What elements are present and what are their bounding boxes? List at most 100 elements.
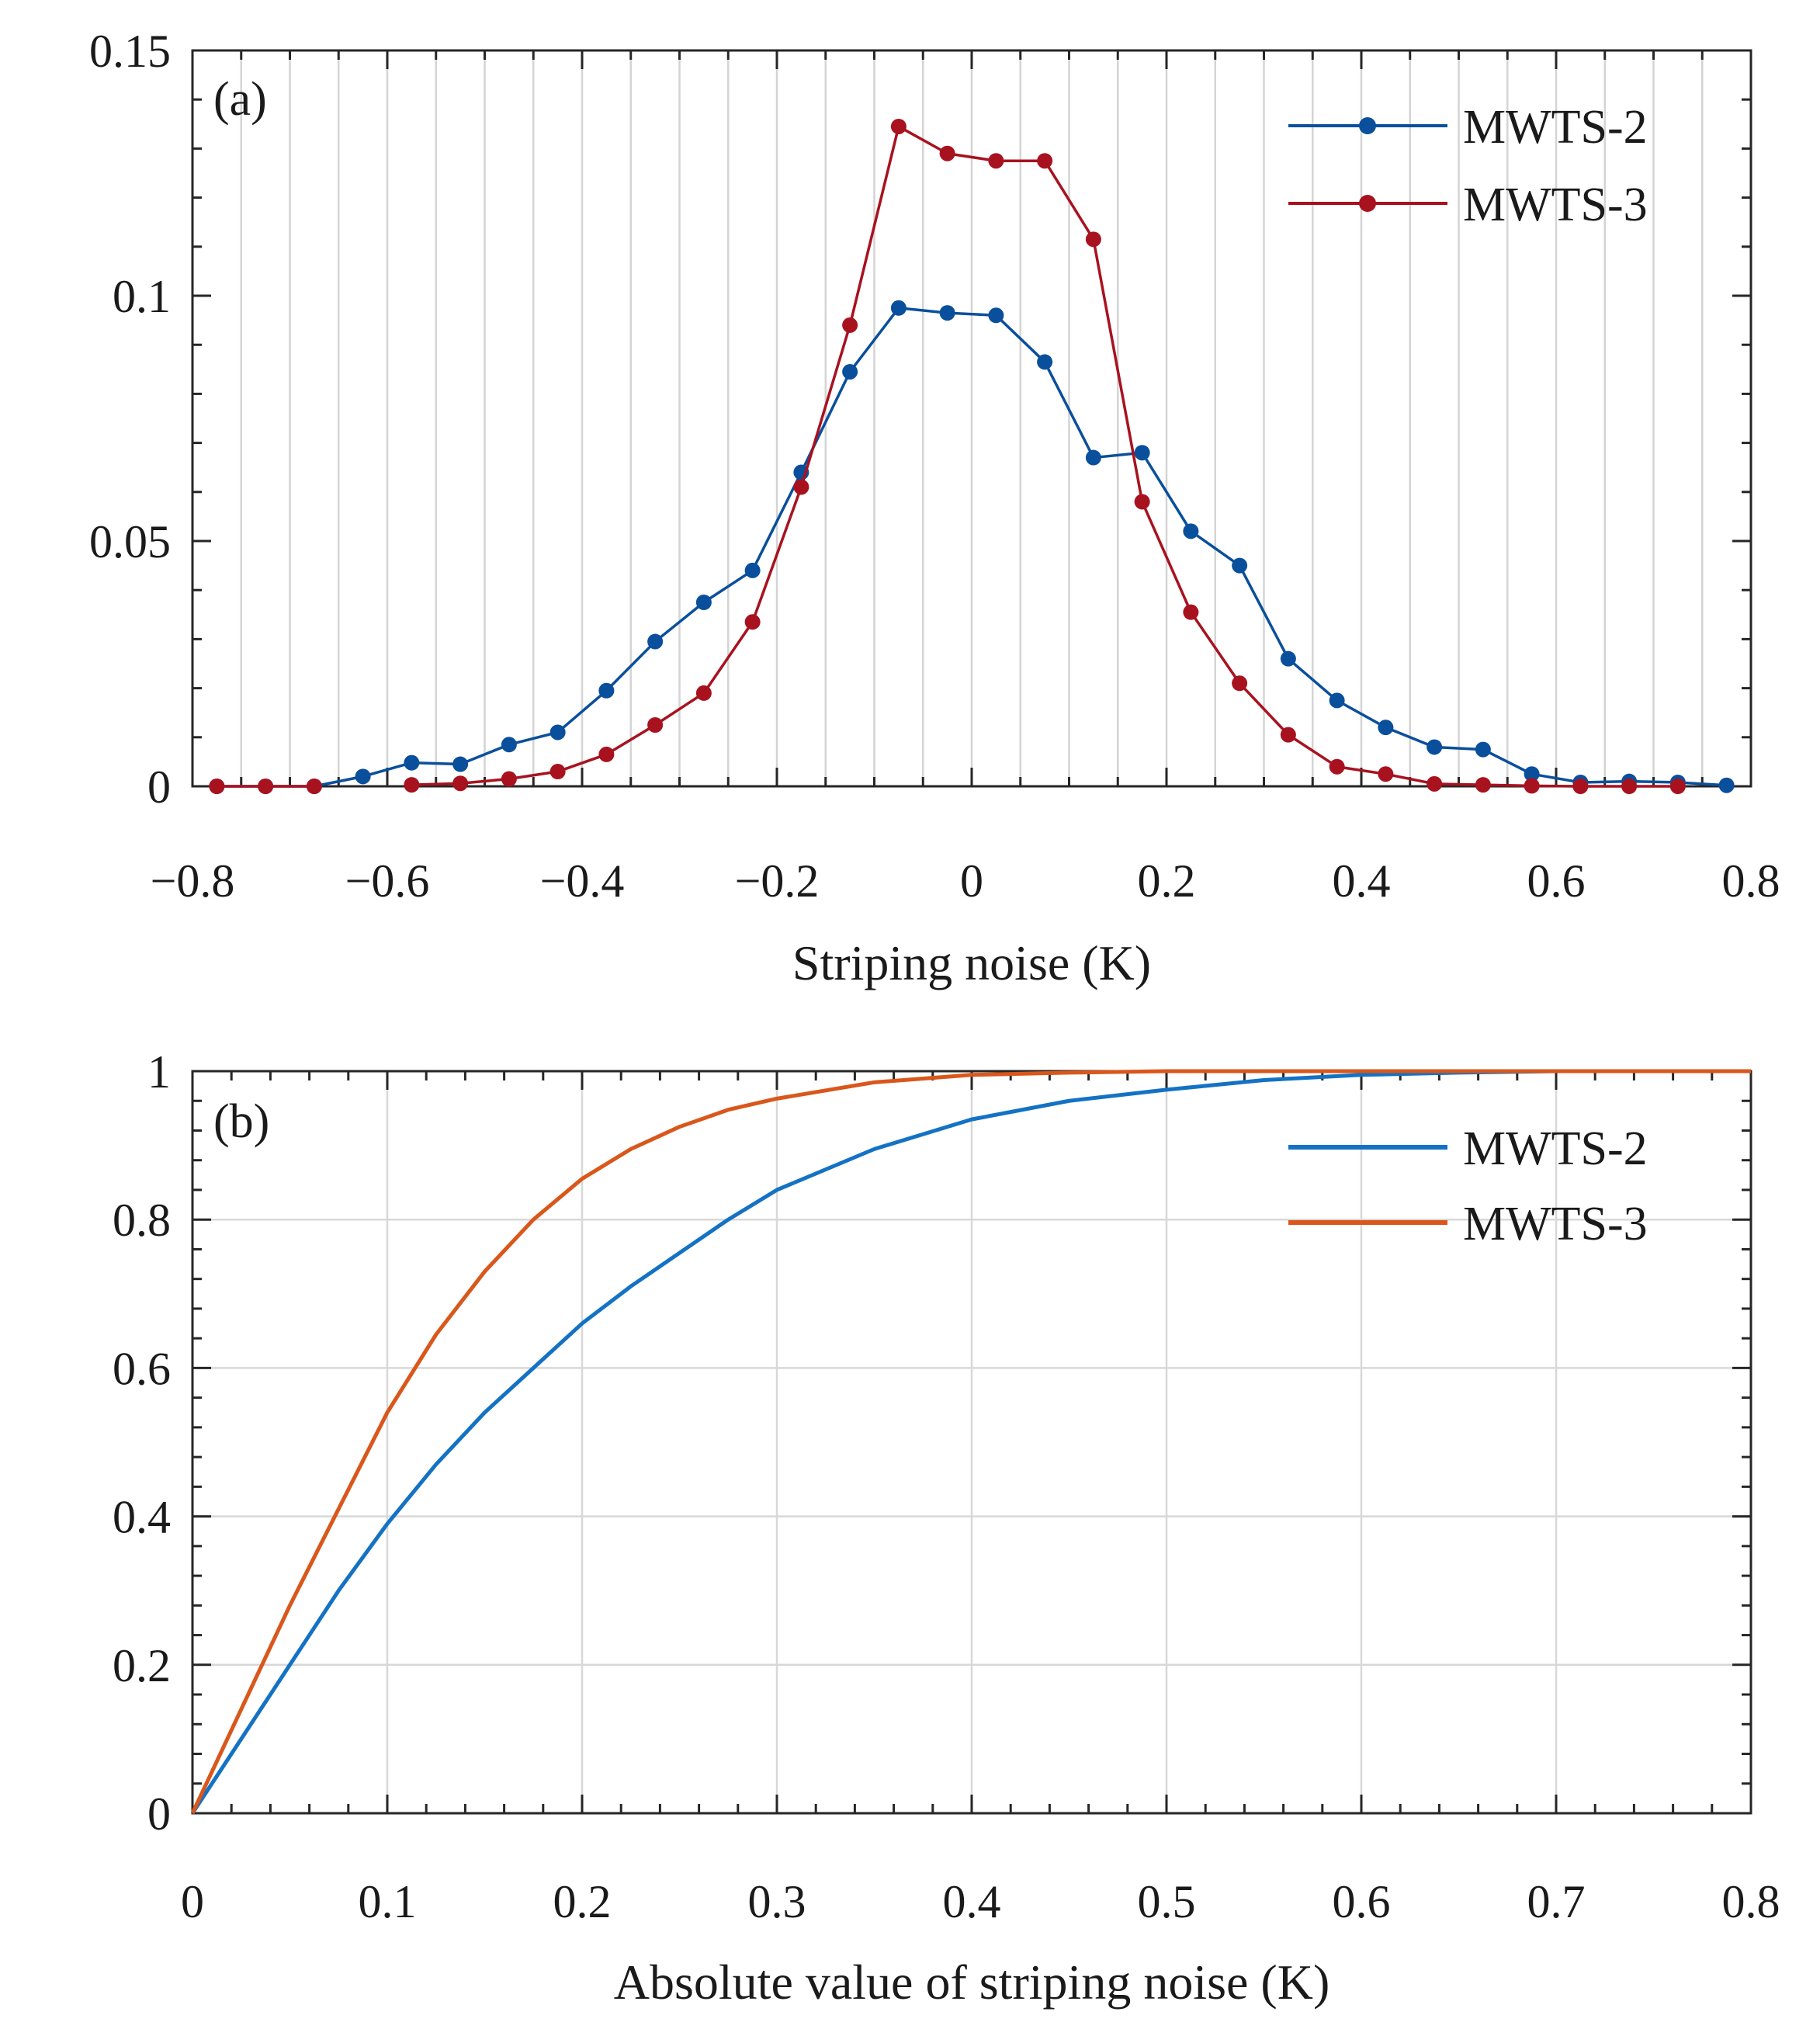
x-tick-label: 0.1: [359, 1876, 417, 1927]
data-point: [1329, 692, 1345, 709]
data-point: [404, 754, 420, 771]
x-tick-label: 0.4: [943, 1876, 1001, 1927]
x-tick-label: 0.5: [1138, 1876, 1196, 1927]
data-point: [1475, 741, 1491, 758]
data-point: [1524, 778, 1540, 794]
data-point: [355, 768, 371, 785]
data-point: [1134, 494, 1150, 510]
data-point: [452, 756, 469, 772]
data-point: [549, 764, 566, 780]
data-point: [452, 775, 469, 792]
data-point: [1427, 739, 1443, 755]
series-mwts-2-line: [217, 307, 1727, 788]
y-tick-label: 0.8: [113, 1195, 171, 1246]
y-tick-label: 0.4: [113, 1492, 171, 1543]
data-point: [1718, 777, 1735, 793]
data-point: [842, 363, 858, 380]
legend-label: MWTS-3: [1463, 1198, 1648, 1250]
x-tick-label: −0.6: [345, 855, 430, 907]
legend-item-mwts-3: MWTS-3: [1288, 179, 1648, 231]
data-point: [1037, 354, 1053, 370]
data-point: [647, 717, 664, 733]
panel-label: (a): [213, 73, 267, 126]
data-point: [501, 771, 517, 787]
data-point: [1280, 727, 1296, 743]
x-axis-title: Striping noise (K): [792, 935, 1151, 990]
data-point: [939, 145, 955, 161]
data-point: [1475, 777, 1491, 793]
legend-label: MWTS-2: [1463, 1122, 1648, 1175]
series-mwts-3: [209, 118, 1686, 794]
panel-label: (b): [213, 1095, 269, 1148]
grid: [192, 1071, 1751, 1813]
data-point: [598, 746, 615, 762]
ticks: [191, 1070, 1752, 1815]
x-tick-label: 0.6: [1333, 1876, 1391, 1927]
data-point: [549, 724, 566, 741]
legend-label: MWTS-2: [1463, 101, 1648, 154]
legend-item-mwts-3: MWTS-3: [1288, 1198, 1648, 1250]
x-tick-label: −0.2: [735, 855, 820, 907]
legend: MWTS-2 MWTS-3: [1288, 1122, 1648, 1250]
data-point: [1524, 766, 1540, 782]
data-point: [598, 682, 615, 699]
x-tick-label: 0.6: [1527, 855, 1586, 907]
data-point: [1037, 153, 1053, 169]
data-point: [404, 777, 420, 793]
y-tick-label: 0: [147, 761, 171, 813]
legend: MWTS-2 MWTS-3: [1288, 101, 1648, 231]
data-point: [1669, 779, 1686, 794]
series-mwts-2-line: [190, 1069, 1751, 1815]
x-axis-title: Absolute value of striping noise (K): [614, 1954, 1330, 2010]
series-mwts-2: [190, 1069, 1751, 1815]
x-tick-label: 0: [181, 1876, 204, 1927]
legend-label: MWTS-3: [1463, 179, 1648, 231]
data-point: [1329, 758, 1345, 775]
data-point: [988, 153, 1004, 169]
tick-labels: 0 0.1 0.2 0.3 0.4 0.5 0.6 0.7 0.8 0 0.2 0.4 0.6 0.8 1: [113, 1046, 1780, 1927]
data-point: [793, 479, 809, 495]
x-tick-label: 0.3: [748, 1876, 806, 1927]
y-tick-label: 0.1: [113, 271, 171, 322]
y-tick-label: 1: [147, 1046, 171, 1098]
data-point: [306, 779, 322, 794]
data-point: [1378, 720, 1394, 736]
data-point: [1621, 779, 1638, 794]
x-tick-label: 0.4: [1333, 855, 1391, 907]
data-point: [1572, 779, 1589, 794]
data-point: [1232, 675, 1248, 692]
data-point: [1427, 775, 1443, 792]
data-point: [1183, 604, 1199, 620]
data-point: [842, 317, 858, 333]
x-tick-label: −0.8: [151, 855, 235, 907]
data-point: [1183, 523, 1199, 539]
chart-panel-a: −0.8 −0.6 −0.4 −0.2 0 0.2 0.4 0.6 0.8 0 0.05 0.1 0.1…: [89, 26, 1780, 990]
tick-labels: −0.8 −0.6 −0.4 −0.2 0 0.2 0.4 0.6 0.8 0 0.05 0.1 0.1…: [89, 26, 1780, 907]
data-point: [1280, 650, 1296, 667]
y-tick-label: 0.2: [113, 1640, 171, 1691]
data-point: [890, 118, 907, 134]
chart-panel-b: 0 0.1 0.2 0.3 0.4 0.5 0.6 0.7 0.8 0 0.2 0.4 0.6 0.8 1 A…: [113, 1046, 1780, 2010]
data-point: [744, 562, 761, 578]
legend-item-mwts-2: MWTS-2: [1288, 101, 1648, 154]
y-tick-label: 0.6: [113, 1343, 171, 1394]
grid: [240, 50, 1704, 786]
series-mwts-3-line: [190, 1069, 1751, 1815]
legend-marker: [1359, 195, 1376, 212]
y-tick-label: 0: [147, 1788, 171, 1840]
data-point: [647, 633, 664, 650]
data-point: [695, 685, 712, 701]
x-tick-label: 0.8: [1722, 1876, 1780, 1927]
series-mwts-3: [190, 1069, 1751, 1815]
data-point: [1085, 231, 1101, 248]
data-point: [744, 614, 761, 630]
data-point: [1378, 766, 1394, 782]
x-tick-label: 0.8: [1722, 855, 1780, 907]
x-tick-label: −0.4: [540, 855, 625, 907]
data-point: [988, 307, 1004, 324]
data-point: [209, 779, 225, 794]
data-point: [890, 300, 907, 316]
legend-marker: [1359, 117, 1376, 134]
x-tick-label: 0.2: [1138, 855, 1196, 907]
